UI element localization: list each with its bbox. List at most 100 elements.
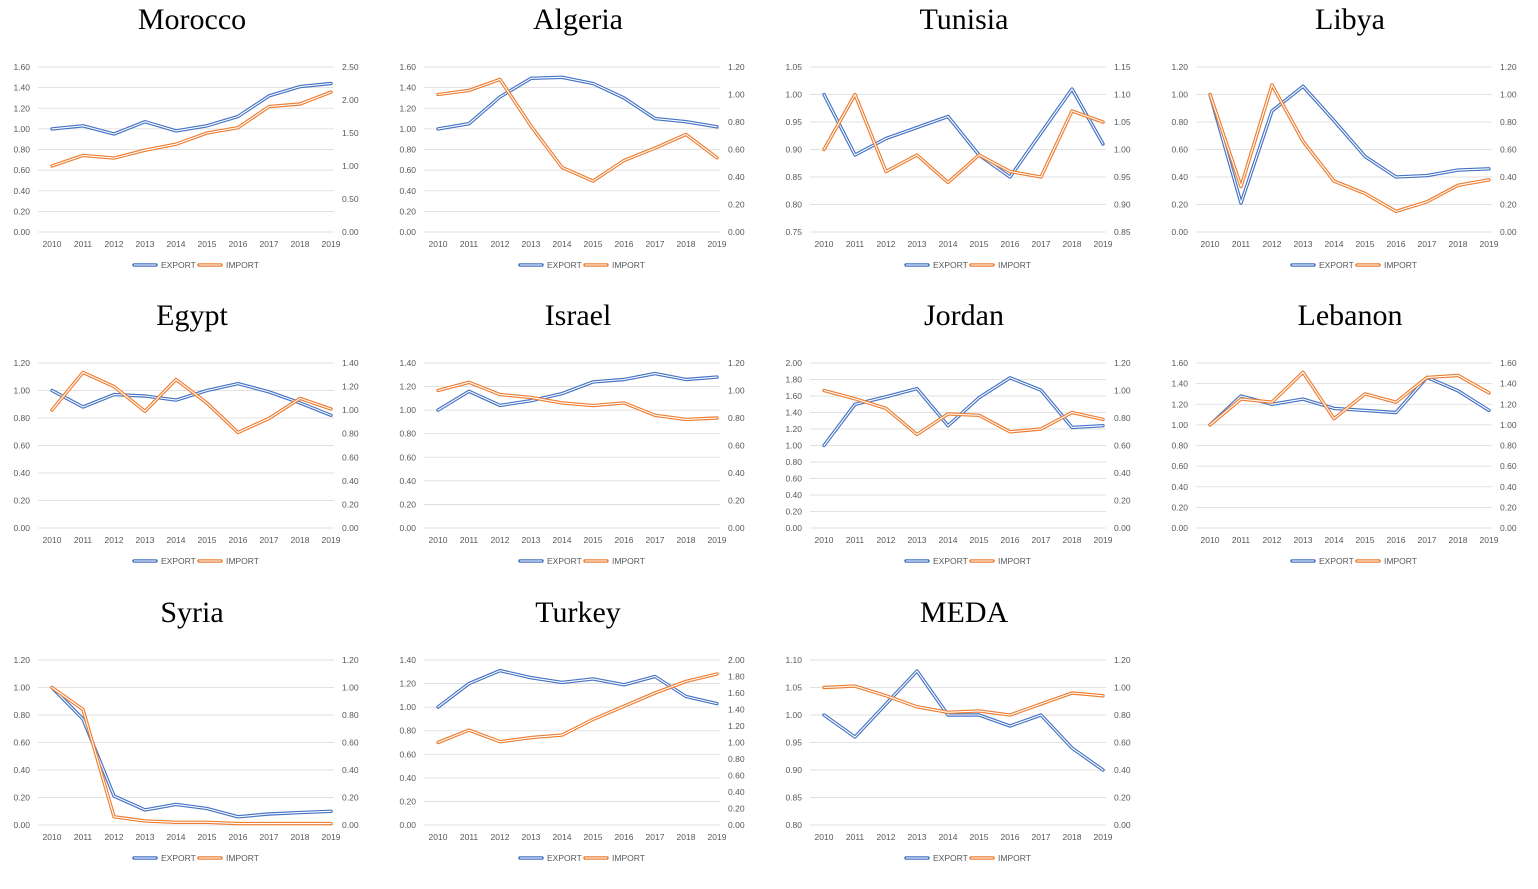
y-tick-label: 1.00 — [785, 710, 802, 720]
series-line-highlight — [1209, 371, 1490, 426]
legend-label-import: IMPORT — [998, 260, 1031, 270]
x-tick-label: 2019 — [1094, 832, 1113, 842]
x-tick-label: 2013 — [908, 535, 927, 545]
x-tick-label: 2011 — [1232, 535, 1251, 545]
legend-label-import: IMPORT — [1384, 260, 1417, 270]
x-tick-label: 2012 — [1263, 535, 1282, 545]
chart-panel-algeria: Algeria 0.00 0.20 0.40 0.60 0.80 1.00 1.20 1.40 1… — [386, 0, 770, 296]
y2-tick-label: 0.80 — [728, 117, 745, 127]
x-tick-label: 2017 — [646, 239, 665, 249]
legend-label-export: EXPORT — [161, 853, 196, 863]
series-line-import — [50, 685, 333, 826]
y2-tick-label: 0.40 — [728, 172, 745, 182]
legend: EXPORT IMPORT — [518, 853, 645, 863]
y2-tick-label: 0.00 — [728, 523, 745, 533]
y-tick-label: 0.00 — [785, 523, 802, 533]
x-tick-label: 2017 — [260, 832, 279, 842]
x-tick-label: 2016 — [1001, 535, 1020, 545]
series-import — [436, 672, 719, 745]
x-tick-label: 2014 — [1325, 535, 1344, 545]
series-line-highlight — [437, 78, 718, 182]
chart-panel-morocco: Morocco 0.00 0.20 0.40 0.60 0.80 1.00 1.20 1.40 1… — [0, 0, 384, 296]
x-tick-label: 2018 — [677, 535, 696, 545]
series-line-highlight — [823, 88, 1104, 178]
y-tick-label: 1.40 — [13, 83, 30, 93]
y-tick-label: 1.20 — [13, 103, 30, 113]
x-tick-label: 2012 — [105, 832, 124, 842]
y-tick-label: 0.40 — [1171, 172, 1188, 182]
x-tick-label: 2015 — [584, 832, 603, 842]
line-chart: 0.00 0.20 0.40 0.60 0.80 1.00 1.20 1.40 0.00 0.20… — [399, 655, 745, 863]
y2-tick-label: 0.40 — [728, 468, 745, 478]
line-chart: 0.75 0.80 0.85 0.90 0.95 1.00 1.05 0.85 0.90 0.95… — [785, 62, 1130, 270]
legend-label-export: EXPORT — [933, 853, 968, 863]
x-tick-label: 2015 — [198, 239, 217, 249]
y2-tick-label: 1.00 — [1114, 683, 1131, 693]
series-export — [50, 381, 333, 418]
x-tick-label: 2011 — [74, 535, 93, 545]
x-tick-label: 2012 — [877, 832, 896, 842]
y-tick-label: 0.00 — [13, 820, 30, 830]
y-tick-label: 1.20 — [13, 358, 30, 368]
y-tick-label: 0.60 — [13, 738, 30, 748]
legend-label-import: IMPORT — [998, 853, 1031, 863]
line-chart: 0.00 0.20 0.40 0.60 0.80 1.00 1.20 0.00 0.20 0.40… — [13, 655, 359, 863]
x-tick-label: 2012 — [1263, 239, 1282, 249]
y-tick-label: 0.40 — [399, 476, 416, 486]
series-line-import — [436, 672, 719, 745]
y-tick-label: 0.60 — [13, 441, 30, 451]
legend-label-export: EXPORT — [933, 260, 968, 270]
x-tick-label: 2019 — [708, 239, 727, 249]
x-tick-label: 2017 — [260, 535, 279, 545]
y-tick-label: 0.80 — [1171, 441, 1188, 451]
y2-tick-label: 0.60 — [1114, 441, 1131, 451]
y2-tick-label: 1.80 — [728, 672, 745, 682]
y2-tick-label: 0.60 — [728, 441, 745, 451]
chart-title: Egypt — [156, 299, 228, 332]
y-tick-label: 0.40 — [399, 186, 416, 196]
x-tick-label: 2011 — [460, 832, 479, 842]
x-tick-label: 2016 — [1001, 239, 1020, 249]
y2-tick-label: 0.20 — [728, 200, 745, 210]
legend-label-export: EXPORT — [933, 556, 968, 566]
series-export — [822, 376, 1105, 448]
legend-label-import: IMPORT — [612, 556, 645, 566]
x-tick-label: 2019 — [1480, 239, 1499, 249]
x-tick-label: 2015 — [970, 535, 989, 545]
x-tick-label: 2017 — [646, 535, 665, 545]
series-line-highlight — [823, 670, 1104, 771]
legend-label-export: EXPORT — [161, 556, 196, 566]
x-tick-label: 2011 — [1232, 239, 1251, 249]
y2-tick-label: 1.00 — [1114, 386, 1131, 396]
y-tick-label: 0.20 — [13, 793, 30, 803]
y-tick-label: 0.40 — [13, 468, 30, 478]
x-tick-label: 2016 — [229, 535, 248, 545]
y2-tick-label: 0.40 — [1500, 172, 1517, 182]
y2-tick-label: 0.60 — [342, 738, 359, 748]
y-tick-label: 0.60 — [399, 749, 416, 759]
y-tick-label: 0.80 — [785, 457, 802, 467]
y-tick-label: 0.20 — [399, 796, 416, 806]
x-tick-label: 2017 — [1032, 535, 1051, 545]
y2-tick-label: 1.20 — [342, 382, 359, 392]
series-export — [822, 87, 1105, 179]
series-import — [50, 685, 333, 826]
y-tick-label: 0.00 — [399, 523, 416, 533]
x-tick-label: 2015 — [970, 832, 989, 842]
y2-tick-label: 0.80 — [1500, 117, 1517, 127]
x-tick-label: 2012 — [491, 832, 510, 842]
y-tick-label: 0.80 — [1171, 117, 1188, 127]
chart-title: Israel — [544, 299, 612, 332]
y2-tick-label: 1.20 — [1114, 655, 1131, 665]
y-tick-label: 1.80 — [785, 375, 802, 385]
y-tick-label: 0.85 — [785, 172, 802, 182]
legend-label-import: IMPORT — [1384, 556, 1417, 566]
x-tick-label: 2014 — [939, 239, 958, 249]
y2-tick-label: 0.20 — [728, 804, 745, 814]
series-line-highlight — [437, 373, 718, 411]
y2-tick-label: 1.20 — [342, 655, 359, 665]
legend-label-import: IMPORT — [226, 853, 259, 863]
y-tick-label: 1.00 — [399, 124, 416, 134]
y2-tick-label: 0.50 — [342, 194, 359, 204]
series-import — [1208, 370, 1491, 427]
